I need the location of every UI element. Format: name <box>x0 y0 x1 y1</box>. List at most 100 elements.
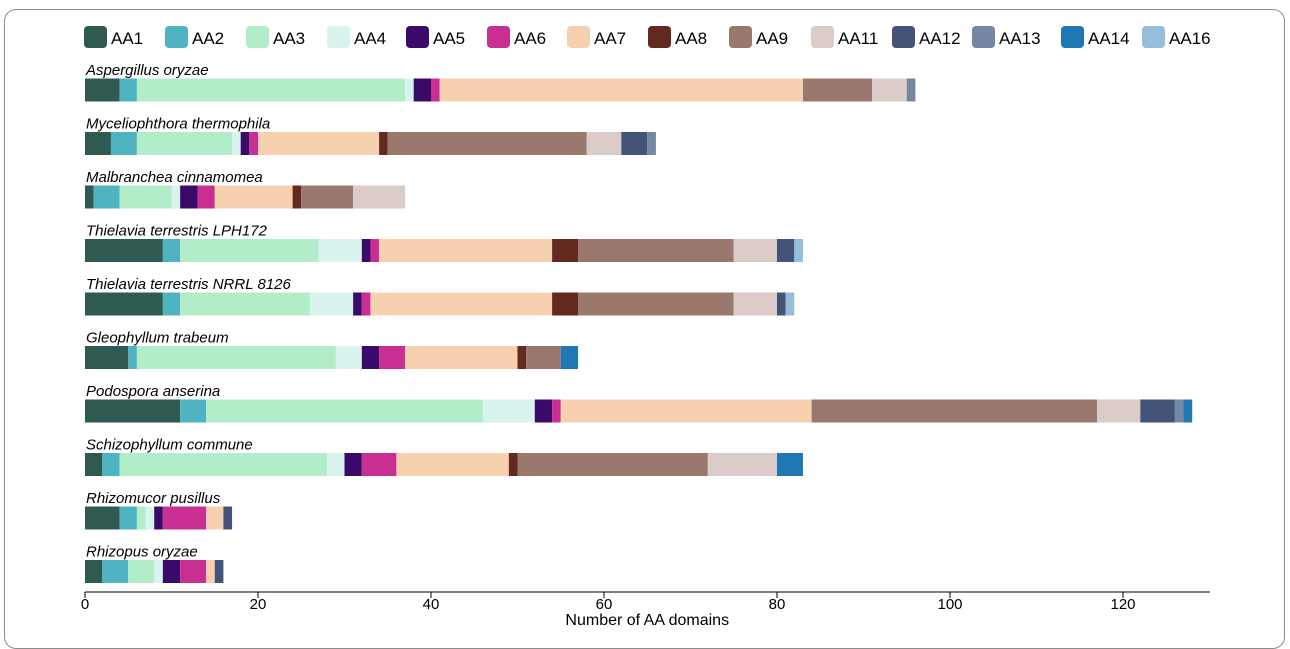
legend: AA1 AA2 AA3 AA4 AA5 AA6 AA7 AA8 AA9 AA11 AA12 AA13 A… <box>84 26 1211 48</box>
x-tick-label: 80 <box>769 596 786 613</box>
legend-label-aa9: AA9 <box>756 29 788 48</box>
bar-segment-aa2 <box>119 78 137 102</box>
bar-segment-aa2 <box>102 453 120 476</box>
bar-segment-aa11 <box>733 239 777 262</box>
bar-segment-aa5 <box>344 453 362 476</box>
bar-segment-aa7 <box>370 292 553 316</box>
bar-segment-aa1 <box>85 78 120 102</box>
legend-label-aa7: AA7 <box>594 29 626 48</box>
bar-segment-aa3 <box>136 346 336 369</box>
bar-segment-aa13 <box>1174 399 1184 423</box>
bar-segment-aa9 <box>387 132 587 155</box>
x-tick-label: 40 <box>423 596 440 613</box>
bar-segment-aa1 <box>85 132 111 155</box>
bar-segment-aa6 <box>361 292 371 316</box>
bar-segment-aa7 <box>396 453 509 476</box>
category-label: Myceliophthora thermophila <box>86 116 270 133</box>
category-label: Thielavia terrestris NRRL 8126 <box>86 276 291 293</box>
bar-segment-aa5 <box>240 132 250 155</box>
bar-segment-aa6 <box>379 346 406 369</box>
bar-segment-aa6 <box>361 453 397 476</box>
legend-label-aa13: AA13 <box>999 29 1041 48</box>
bar-segment-aa2 <box>119 506 137 530</box>
bar-segment-aa6 <box>180 560 207 583</box>
bar-segment-aa7 <box>214 185 293 209</box>
x-tick-label: 0 <box>81 596 89 613</box>
bar-segment-aa12 <box>223 506 233 530</box>
bar-segment-aa4 <box>154 560 163 583</box>
bar-segment-aa4 <box>232 132 241 155</box>
category-label: Gleophyllum trabeum <box>86 330 229 347</box>
bar-segment-aa7 <box>439 78 803 102</box>
bar-segment-aa1 <box>85 506 120 530</box>
bar-segment-aa3 <box>119 453 328 476</box>
bar-segment-aa8 <box>552 239 579 262</box>
bar-segment-aa2 <box>93 185 120 209</box>
bar-segment-aa2 <box>128 346 137 369</box>
bar-segment-aa3 <box>128 560 155 583</box>
bar-segment-aa2 <box>162 239 181 262</box>
bar-segment-aa13 <box>906 78 916 102</box>
category-label: Aspergillus oryzae <box>85 62 209 79</box>
bar-segment-aa13 <box>647 132 656 155</box>
bar-segment-aa1 <box>85 239 163 262</box>
bar-segment-aa12 <box>777 292 786 316</box>
bar-segment-aa9 <box>526 346 561 369</box>
bar-segment-aa11 <box>1097 399 1141 423</box>
bar-segment-aa4 <box>309 292 354 316</box>
bar-segment-aa8 <box>508 453 518 476</box>
legend-swatch-aa4 <box>327 26 350 48</box>
x-axis: 0 20 40 60 80 100 120 <box>81 591 1210 613</box>
legend-label-aa8: AA8 <box>675 29 707 48</box>
bar-segment-aa5 <box>353 292 362 316</box>
legend-swatch-aa8 <box>648 26 671 48</box>
bar-segment-aa8 <box>517 346 527 369</box>
legend-swatch-aa16 <box>1142 26 1165 48</box>
bar-segment-aa7 <box>206 560 215 583</box>
bar-segment-aa4 <box>482 399 535 423</box>
bar-segment-aa3 <box>136 132 233 155</box>
legend-swatch-aa12 <box>892 26 915 48</box>
legend-label-aa1: AA1 <box>111 29 143 48</box>
bar-segment-aa1 <box>85 399 181 423</box>
bar-segment-aa12 <box>777 239 795 262</box>
bar-segment-aa4 <box>171 185 181 209</box>
bar-segment-aa5 <box>154 506 163 530</box>
bar-segment-aa5 <box>361 346 380 369</box>
bar-segment-aa9 <box>517 453 708 476</box>
bar-segment-aa9 <box>578 239 734 262</box>
bar-segment-aa3 <box>180 292 310 316</box>
bar-segment-aa12 <box>1140 399 1175 423</box>
bar-segment-aa6 <box>197 185 215 209</box>
bar-segment-aa5 <box>162 560 181 583</box>
bar-segment-aa5 <box>361 239 371 262</box>
bar-segment-aa7 <box>379 239 553 262</box>
x-tick-label: 20 <box>250 596 267 613</box>
bar-segment-aa1 <box>85 560 103 583</box>
legend-label-aa4: AA4 <box>354 29 386 48</box>
legend-swatch-aa3 <box>246 26 269 48</box>
bar-segment-aa3 <box>206 399 483 423</box>
bar-segment-aa14 <box>777 453 803 476</box>
category-label: Thielavia terrestris LPH172 <box>86 223 268 240</box>
stacked-bar-chart: AA1 AA2 AA3 AA4 AA5 AA6 AA7 AA8 AA9 AA11 AA12 AA13 A… <box>81 26 1211 629</box>
bar-segment-aa2 <box>180 399 207 423</box>
bar-segment-aa1 <box>85 292 163 316</box>
bar-segment-aa11 <box>353 185 406 209</box>
bar-segment-aa6 <box>162 506 207 530</box>
bar-segment-aa3 <box>119 185 172 209</box>
bar-segment-aa12 <box>214 560 224 583</box>
bar-segment-aa6 <box>249 132 258 155</box>
bar-segment-aa5 <box>180 185 198 209</box>
bar-segment-aa2 <box>162 292 181 316</box>
category-label: Rhizomucor pusillus <box>86 490 221 507</box>
bar-segment-aa14 <box>560 346 579 369</box>
legend-swatch-aa11 <box>811 26 834 48</box>
x-tick-label: 60 <box>596 596 613 613</box>
x-tick-label: 100 <box>937 596 962 613</box>
legend-swatch-aa1 <box>84 26 107 48</box>
legend-swatch-aa14 <box>1061 26 1084 48</box>
category-label: Rhizopus oryzae <box>86 544 198 561</box>
bar-segment-aa9 <box>301 185 354 209</box>
x-tick-label: 120 <box>1110 596 1135 613</box>
